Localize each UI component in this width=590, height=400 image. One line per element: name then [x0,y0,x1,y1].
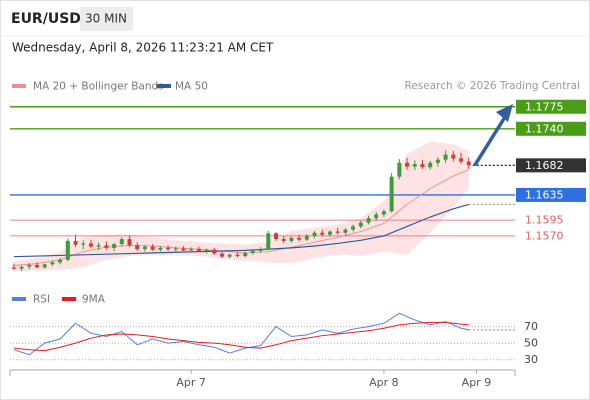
level-label: 1.1595 [525,214,564,227]
candle-body [181,248,186,251]
x-tick-label: Apr 8 [369,376,399,389]
candle-body [412,164,417,167]
candle-body [428,162,433,168]
candle-body [204,249,209,252]
candle-body [304,235,309,240]
candle-body [243,252,248,257]
level-box [516,158,586,173]
candle-body [166,247,171,250]
candle-body [451,154,456,159]
candle-body [50,262,55,265]
candle-body [289,237,294,241]
candle-body [351,226,356,230]
candle-body [173,248,178,250]
candle-body [420,164,425,168]
candle-body [250,251,255,253]
candle-body [443,154,448,160]
ma-line [13,203,469,258]
candle-body [459,158,464,162]
candle-body [320,232,325,235]
candle-body [127,239,132,246]
forecast-arrowhead [496,104,513,122]
rsi-line [13,321,469,352]
legend-label: RSI [33,294,50,306]
candle-body [273,233,278,240]
candle-body [227,254,232,257]
candle-body [297,237,302,240]
level-label: 1.1740 [525,122,564,135]
candle-body [358,222,363,227]
candle-body [435,159,440,163]
level-box [516,99,586,114]
candle-body [397,162,402,177]
y-tick-label: 50 [524,337,538,350]
candle-body [81,243,86,245]
candle-body [58,259,63,263]
candle-body [189,249,194,251]
symbol: EUR/USD [11,11,81,27]
candle-body [34,264,39,268]
candle-body [96,245,101,247]
level-label: 1.1682 [525,159,564,172]
timestamp: Wednesday, April 8, 2026 11:23:21 AM CET [12,41,274,55]
level-label: 1.1570 [525,229,564,242]
candle-body [135,245,140,250]
candle-body [327,231,332,235]
candle-body [312,232,317,236]
candle-body [11,267,16,269]
level-label: 1.1635 [525,188,564,201]
credit: Research © 2026 Trading Central [405,80,581,92]
level-label: 1.1775 [525,100,564,113]
candle-body [150,246,155,250]
level-box [516,187,586,202]
candle-body [212,249,217,254]
legend-swatch [12,84,26,88]
candle-body [258,249,263,252]
candle-body [343,229,348,233]
legend-label: MA 20 + Bollinger Bands [33,81,164,93]
candle-body [389,176,394,212]
forecast-arrow [473,116,507,167]
candle-body [374,214,379,219]
candle-body [266,233,271,250]
x-tick-label: Apr 9 [462,376,492,389]
candle-body [142,246,147,250]
candle-body [88,243,93,247]
candle-body [104,245,109,248]
candle-body [405,162,410,167]
candle-body [381,211,386,215]
candle-body [196,249,201,252]
candle-body [466,161,471,166]
x-tick-label: Apr 7 [176,376,206,389]
candle-body [27,264,32,267]
candle-body [220,253,225,257]
candle-body [112,244,117,248]
candle-body [42,264,47,268]
candle-body [158,247,163,250]
legend-swatch [12,297,26,301]
candle-body [73,240,78,245]
candle-body [119,239,124,245]
legend-label: 9MA [82,294,106,306]
legend-swatch [62,297,76,301]
candle-body [235,254,240,257]
level-box [516,121,586,136]
y-tick-label: 30 [524,353,538,366]
candle-body [281,239,286,241]
candle-body [335,231,340,233]
interval-box[interactable] [80,7,133,31]
candle-body [366,218,371,223]
rsi-line [13,312,469,356]
candle-body [19,266,24,269]
candle-body [65,240,70,260]
legend-label: MA 50 [175,81,208,93]
legend-swatch [157,84,171,88]
bollinger-band [13,141,469,272]
interval[interactable]: 30 MIN [85,12,127,26]
y-tick-label: 70 [524,320,538,333]
